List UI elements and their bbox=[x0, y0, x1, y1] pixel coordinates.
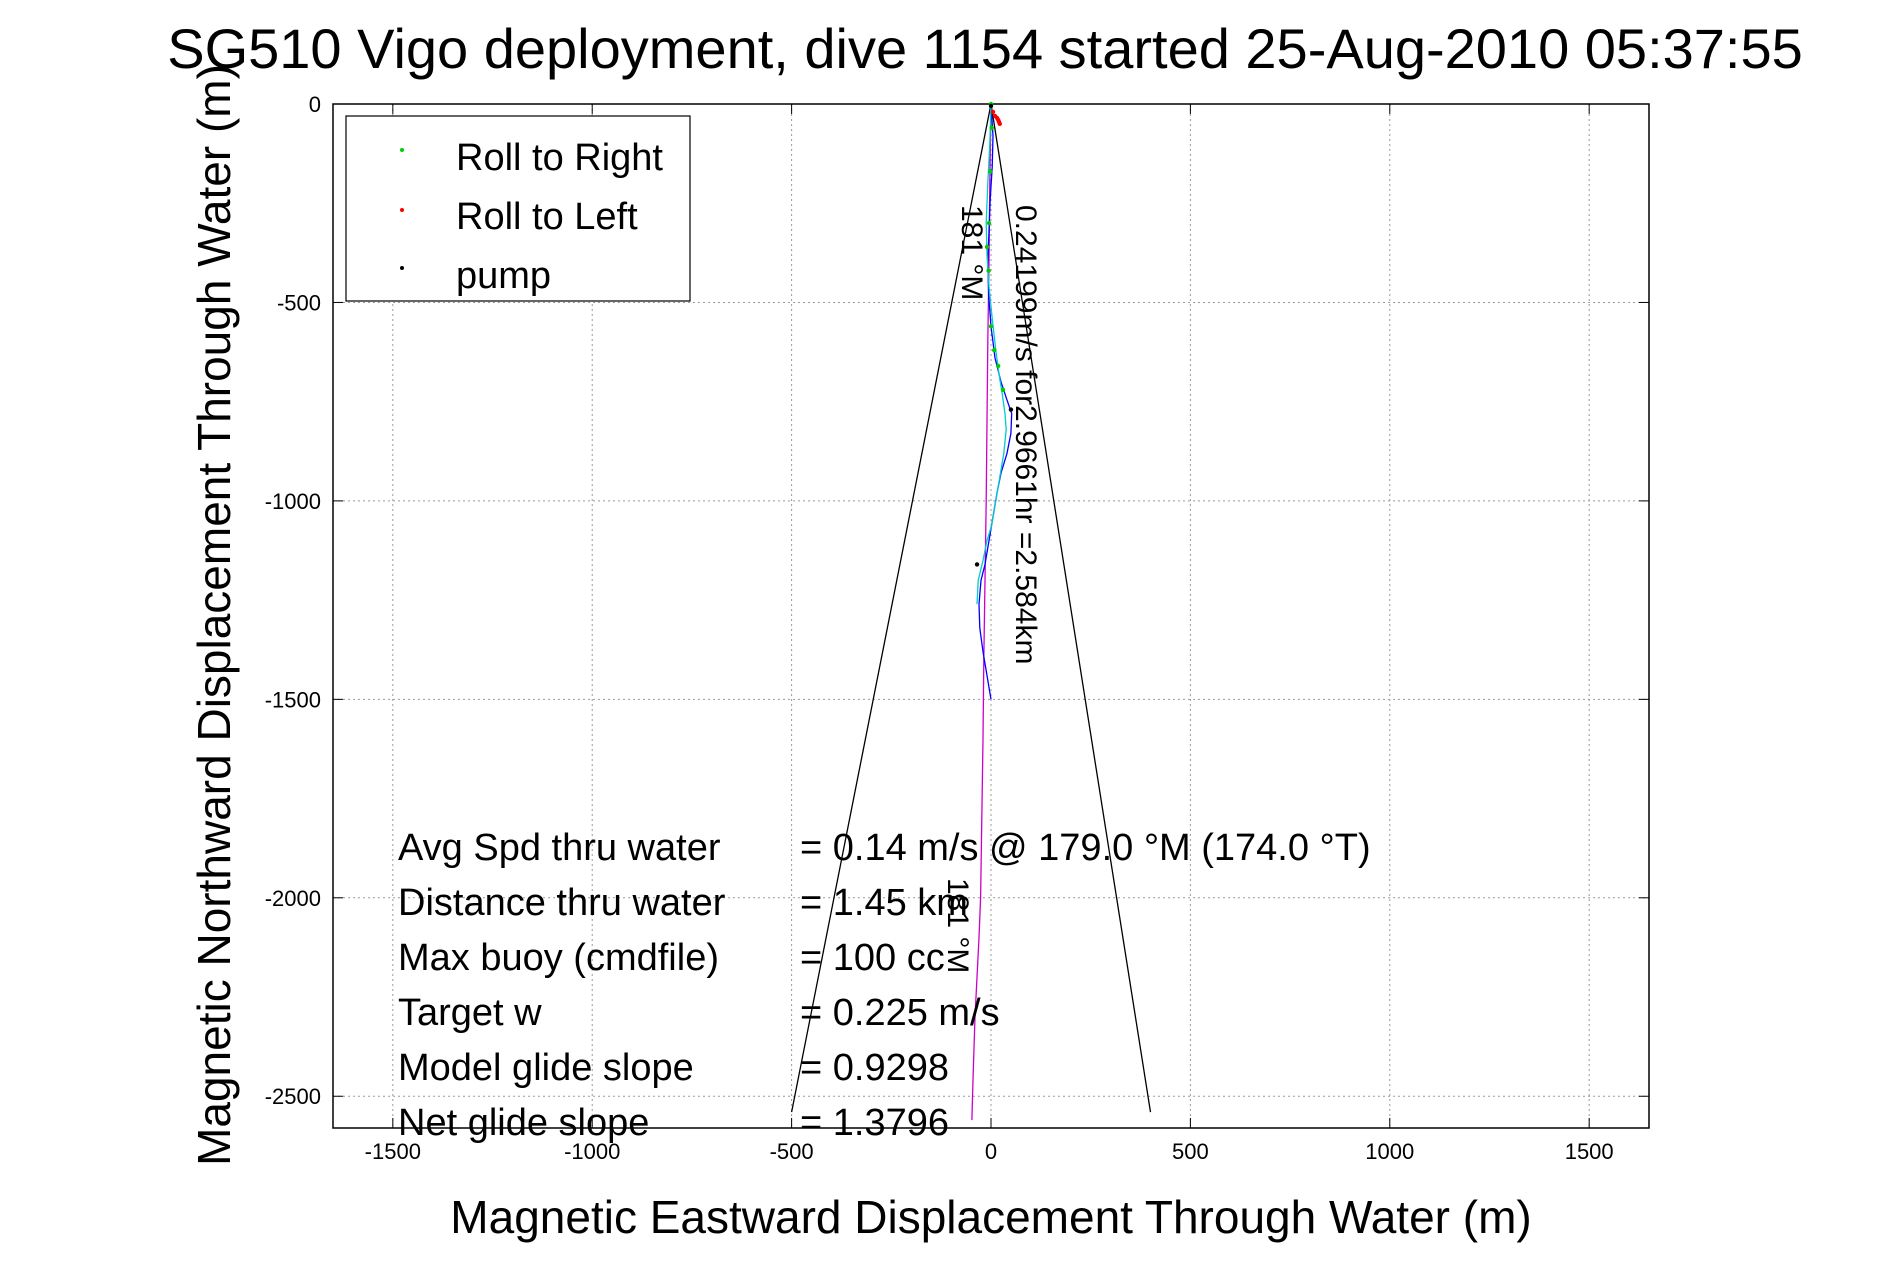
stat-value: = 1.45 km bbox=[800, 882, 968, 924]
track-point bbox=[995, 363, 1001, 369]
x-axis-label: Magnetic Eastward Displacement Through W… bbox=[450, 1191, 1531, 1243]
stat-value: = 100 cc bbox=[800, 937, 945, 979]
track-point bbox=[988, 324, 994, 329]
heading-annotation-bottom: 181 °M bbox=[941, 878, 974, 973]
track-point bbox=[1000, 387, 1006, 392]
x-tick-label: 1000 bbox=[1365, 1139, 1414, 1164]
stat-label: Avg Spd thru water bbox=[398, 827, 721, 869]
y-tick-label: -2500 bbox=[265, 1084, 321, 1109]
legend-marker-pump bbox=[400, 266, 404, 270]
y-tick-label: -500 bbox=[277, 290, 321, 315]
stat-label: Target w bbox=[398, 992, 542, 1034]
track-point bbox=[991, 347, 997, 353]
x-tick-label: 500 bbox=[1172, 1139, 1209, 1164]
track-point bbox=[1008, 407, 1014, 412]
chart-title: SG510 Vigo deployment, dive 1154 started… bbox=[167, 17, 1803, 80]
x-tick-label: -500 bbox=[770, 1139, 814, 1164]
stat-value: = 0.9298 bbox=[800, 1047, 949, 1089]
x-tick-label: -1000 bbox=[564, 1139, 620, 1164]
legend-label-pump: pump bbox=[456, 255, 551, 297]
track-point bbox=[986, 268, 991, 273]
stat-label: Distance thru water bbox=[398, 882, 726, 924]
data-series bbox=[790, 101, 1152, 1121]
track-point bbox=[989, 125, 994, 131]
track-line bbox=[971, 103, 992, 1121]
speed-annotation: 0.24199m/s for2.9661hr =2.584km bbox=[1009, 205, 1042, 664]
stat-value: = 0.14 m/s @ 179.0 °M (174.0 °T) bbox=[800, 827, 1371, 869]
track-point bbox=[984, 244, 990, 250]
track-point bbox=[997, 121, 1002, 127]
x-tick-label: 0 bbox=[985, 1139, 997, 1164]
axis-ticks: -1500 -1000 -500 0 500 1000 1500 0 -500 -1000 -150… bbox=[265, 92, 1649, 1164]
y-tick-label: -2000 bbox=[265, 886, 321, 911]
x-tick-label: -1500 bbox=[365, 1139, 421, 1164]
legend-label-roll-left: Roll to Left bbox=[456, 196, 638, 238]
stat-label: Model glide slope bbox=[398, 1047, 694, 1089]
track-point bbox=[990, 109, 996, 115]
track-point bbox=[988, 169, 993, 174]
track-line bbox=[978, 103, 1013, 700]
track-point bbox=[986, 220, 992, 226]
legend-marker-roll-left bbox=[400, 208, 404, 212]
track-line bbox=[976, 103, 1007, 605]
grid-lines bbox=[333, 103, 1649, 1128]
legend: Roll to Right Roll to Left pump bbox=[345, 115, 691, 302]
stat-label: Max buoy (cmdfile) bbox=[398, 937, 719, 979]
legend-marker-roll-right bbox=[400, 148, 404, 152]
heading-annotation-top: 181 °M bbox=[955, 205, 988, 300]
track-point bbox=[974, 562, 980, 567]
stats-block: Avg Spd thru water = 0.14 m/s @ 179.0 °M… bbox=[398, 827, 1371, 1144]
track-point bbox=[988, 103, 994, 109]
y-tick-label: -1500 bbox=[265, 687, 321, 712]
stat-value: = 0.225 m/s bbox=[800, 992, 1000, 1034]
y-tick-label: 0 bbox=[309, 92, 321, 117]
y-axis-label: Magnetic Northward Displacement Through … bbox=[188, 64, 240, 1166]
legend-box bbox=[345, 115, 691, 302]
y-tick-label: -1000 bbox=[265, 489, 321, 514]
x-tick-label: 1500 bbox=[1565, 1139, 1614, 1164]
stat-label: Net glide slope bbox=[398, 1102, 649, 1144]
stat-value: = 1.3796 bbox=[800, 1102, 949, 1144]
legend-label-roll-right: Roll to Right bbox=[456, 137, 663, 179]
